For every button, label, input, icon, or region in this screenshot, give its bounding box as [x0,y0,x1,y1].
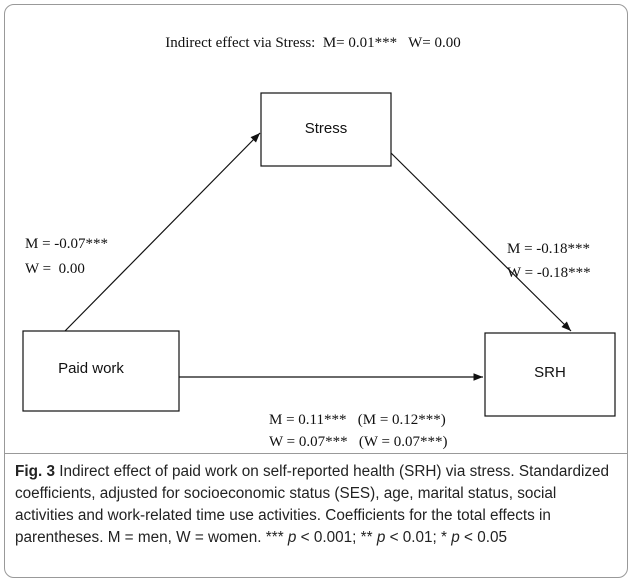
heading: Indirect effect via Stress: M= 0.01*** W… [165,35,460,51]
edge-label: W = 0.07*** (W = 0.07***) [269,434,447,450]
node-label: Stress [305,120,348,137]
edge-label: M = -0.07*** [25,236,108,252]
edge-arrow [390,152,572,332]
edge-arrow [64,132,261,332]
edge-label: M = -0.18*** [507,241,590,257]
caption-text: p [376,529,386,546]
caption-text: < 0.01; * [385,529,452,546]
node-box [260,92,392,167]
caption-label: Fig. 3 [15,463,55,480]
diagram: Indirect effect via Stress: M= 0.01*** W… [22,35,616,450]
caption-text: Indirect effect of paid work on self-rep… [15,463,610,546]
edge-label: W = -0.18*** [507,265,591,281]
edge-label: W = 0.00 [25,261,85,277]
separator [5,453,627,454]
caption: Fig. 3 Indirect effect of paid work on s… [15,461,617,549]
caption-text: p [287,529,297,546]
caption-text: < 0.001; ** [296,529,377,546]
figure: Indirect effect via Stress: M= 0.01*** W… [4,4,628,578]
node-box [22,330,180,412]
node-box [484,332,616,417]
caption-text: p [451,529,460,546]
node-label: Paid work [58,360,124,377]
edge-label: M = 0.11*** (M = 0.12***) [269,412,446,428]
node-label: SRH [534,364,566,381]
caption-text: < 0.05 [459,529,507,546]
